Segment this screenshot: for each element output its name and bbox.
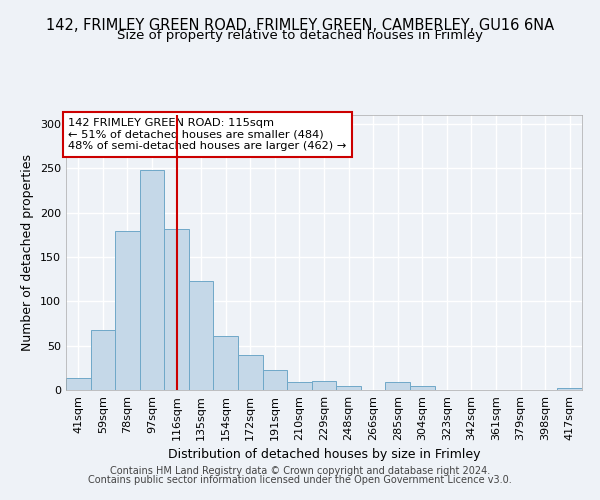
Bar <box>336 386 361 390</box>
Bar <box>91 330 115 390</box>
Bar <box>287 382 312 390</box>
Text: Size of property relative to detached houses in Frimley: Size of property relative to detached ho… <box>117 29 483 42</box>
Y-axis label: Number of detached properties: Number of detached properties <box>22 154 34 351</box>
Bar <box>189 281 214 390</box>
Bar <box>312 381 336 390</box>
Bar <box>238 354 263 390</box>
X-axis label: Distribution of detached houses by size in Frimley: Distribution of detached houses by size … <box>168 448 480 462</box>
Bar <box>557 388 582 390</box>
Text: Contains public sector information licensed under the Open Government Licence v3: Contains public sector information licen… <box>88 475 512 485</box>
Text: 142 FRIMLEY GREEN ROAD: 115sqm
← 51% of detached houses are smaller (484)
48% of: 142 FRIMLEY GREEN ROAD: 115sqm ← 51% of … <box>68 118 347 151</box>
Bar <box>410 386 434 390</box>
Text: 142, FRIMLEY GREEN ROAD, FRIMLEY GREEN, CAMBERLEY, GU16 6NA: 142, FRIMLEY GREEN ROAD, FRIMLEY GREEN, … <box>46 18 554 32</box>
Bar <box>263 370 287 390</box>
Text: Contains HM Land Registry data © Crown copyright and database right 2024.: Contains HM Land Registry data © Crown c… <box>110 466 490 476</box>
Bar <box>115 231 140 390</box>
Bar <box>385 382 410 390</box>
Bar <box>140 170 164 390</box>
Bar <box>214 336 238 390</box>
Bar <box>66 378 91 390</box>
Bar <box>164 230 189 390</box>
